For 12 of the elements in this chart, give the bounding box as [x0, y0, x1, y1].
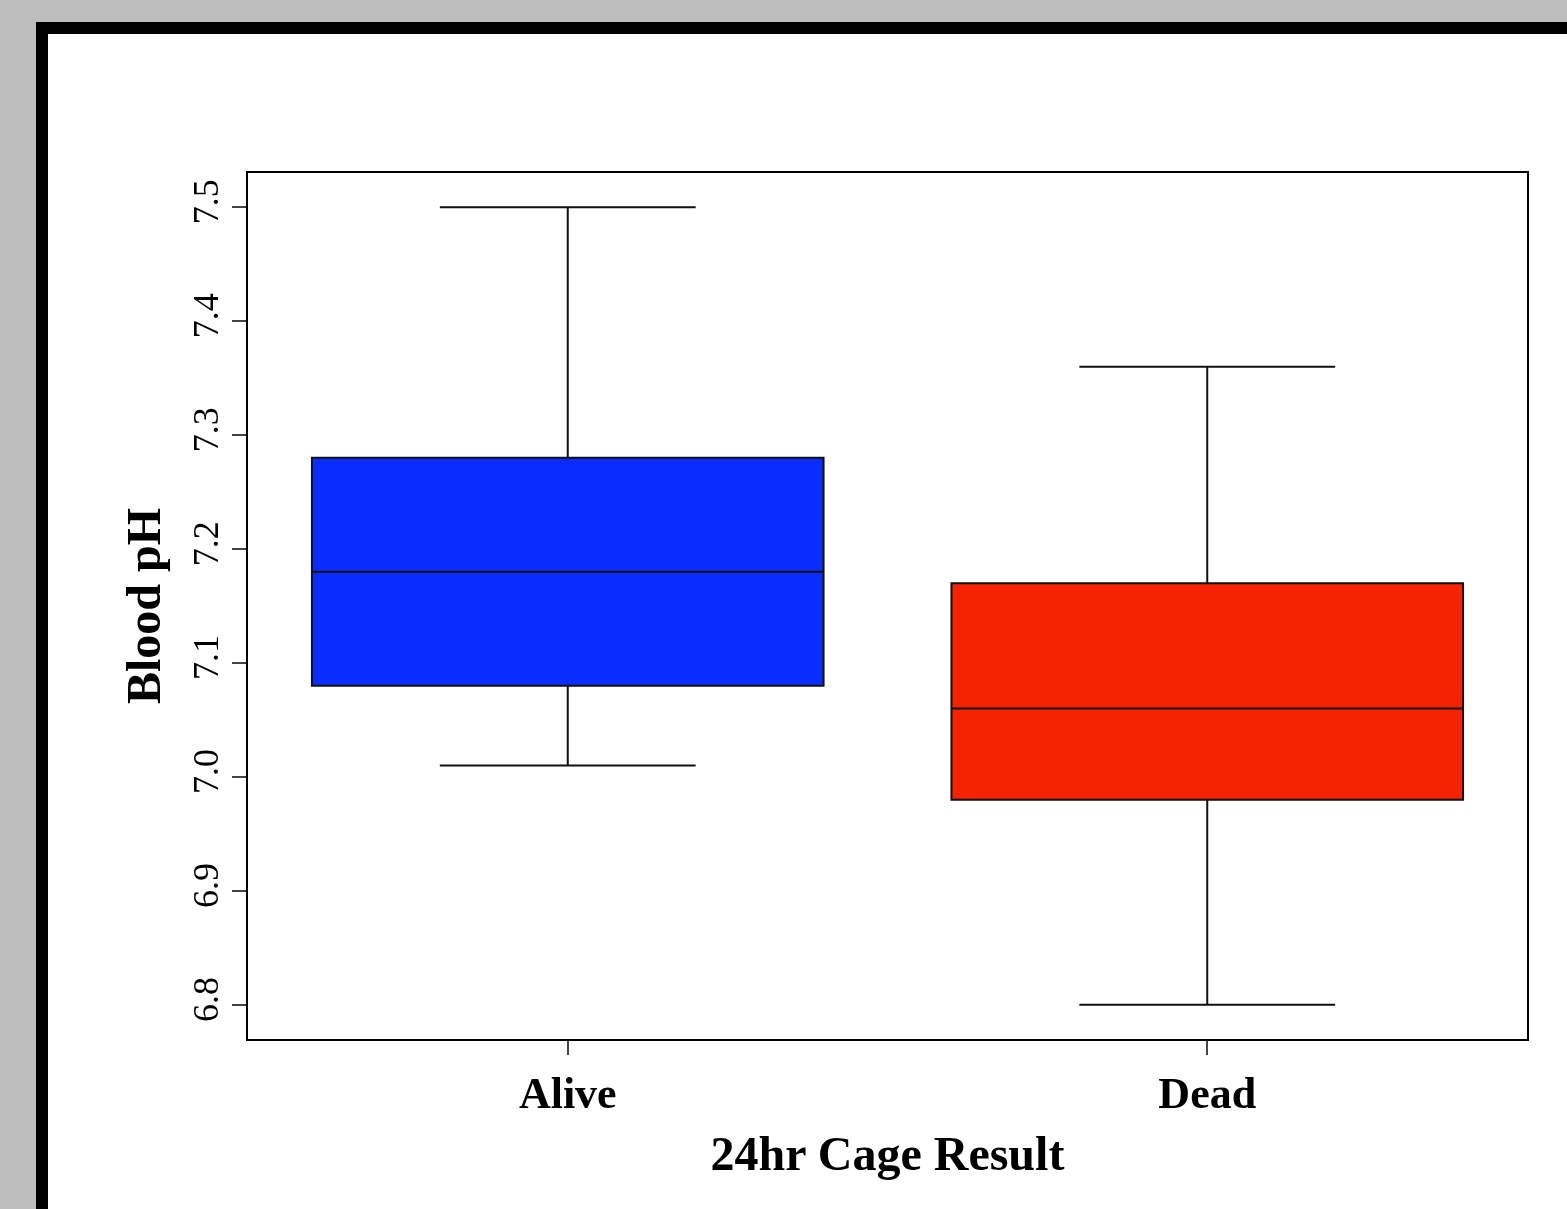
y-tick-label: 6.9: [185, 862, 226, 908]
y-axis-title: Blood pH: [116, 507, 170, 705]
y-tick-label: 7.3: [185, 407, 226, 453]
x-tick-label: Dead: [1158, 1068, 1257, 1118]
y-tick-label: 7.1: [185, 635, 226, 681]
y-tick-label: 7.2: [185, 521, 226, 567]
y-tick-label: 7.5: [185, 179, 226, 225]
y-tick-label: 7.0: [185, 749, 226, 795]
y-tick-label: 6.8: [185, 976, 226, 1022]
y-tick-label: 7.4: [185, 293, 226, 339]
x-axis-title: 24hr Cage Result: [710, 1127, 1065, 1181]
x-tick-label: Alive: [518, 1068, 617, 1118]
